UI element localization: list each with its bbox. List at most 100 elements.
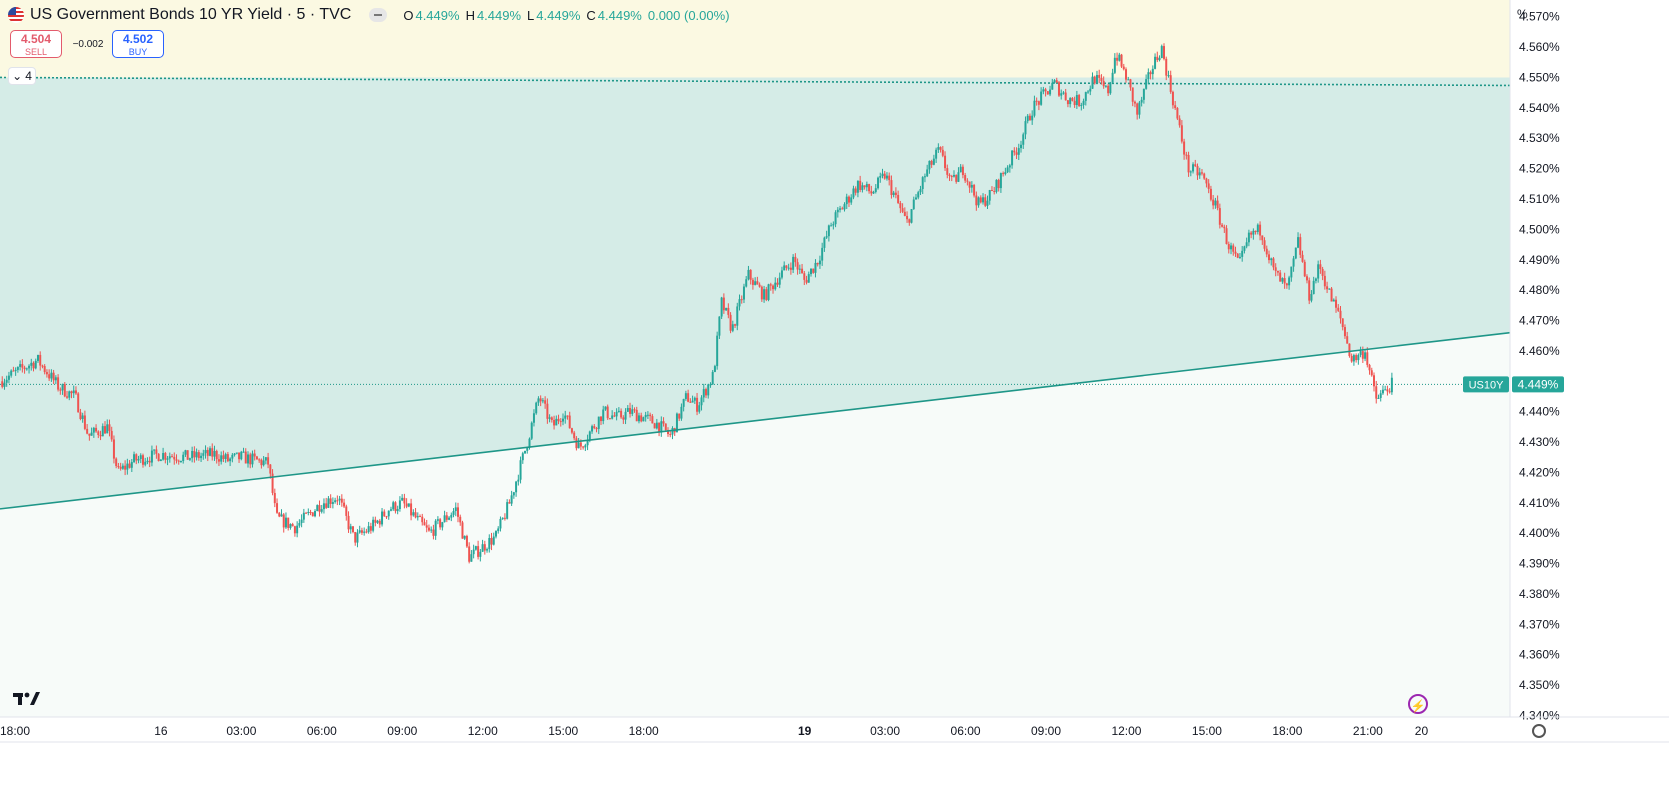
candle-body — [1002, 173, 1005, 175]
tradingview-logo-icon[interactable] — [13, 690, 41, 706]
candle-body — [381, 511, 384, 525]
candle-body — [238, 452, 241, 460]
symbol-title[interactable]: US Government Bonds 10 YR Yield · 5 · TV… — [30, 6, 352, 23]
x-tick-label: 16 — [154, 724, 168, 738]
candle-body — [892, 192, 895, 195]
candle-body — [68, 391, 71, 398]
candle-body — [396, 509, 399, 512]
candle-body — [74, 390, 77, 394]
candle-body — [767, 284, 770, 300]
candle-body — [1031, 115, 1034, 121]
candle-body — [707, 384, 710, 396]
candle-body — [45, 372, 48, 375]
x-tick-label: 19 — [798, 724, 812, 738]
trend-line[interactable] — [0, 331, 1511, 510]
candle-body — [1109, 82, 1112, 94]
candle-body — [282, 514, 285, 528]
candle-body — [1037, 101, 1040, 105]
buy-label: BUY — [128, 47, 148, 57]
candle-body — [805, 279, 808, 283]
y-tick-label: 4.560% — [1519, 40, 1560, 54]
candle-body — [825, 236, 828, 238]
candle-body — [1024, 121, 1027, 135]
ohlc-close-key: C — [586, 7, 596, 23]
candle-body — [1011, 150, 1014, 166]
candle-body — [626, 407, 629, 412]
candle-body — [758, 284, 761, 287]
candle-body — [1375, 386, 1378, 399]
ohlc-values: O 4.449% H 4.449% L 4.449% C 4.449% 0.000 (0… — [403, 8, 733, 23]
lightning-bolt-icon[interactable]: ⚡ — [1408, 694, 1428, 714]
candle-body — [990, 190, 993, 192]
candle-body — [1087, 91, 1090, 93]
sell-button[interactable]: 4.504 SELL — [10, 30, 62, 58]
candle-body — [1049, 89, 1052, 95]
candle-body — [1053, 80, 1056, 83]
collapse-indicators-button[interactable]: ⌄ 4 — [8, 67, 36, 85]
candle-body — [97, 431, 100, 436]
candle-body — [463, 535, 466, 539]
buy-button[interactable]: 4.502 BUY — [112, 30, 164, 58]
candle-body — [1008, 165, 1011, 168]
candle-body — [262, 460, 265, 466]
candle-body — [919, 189, 922, 193]
candle-body — [597, 416, 600, 429]
candle-body — [200, 455, 203, 459]
x-tick-label: 18:00 — [0, 724, 30, 738]
candle-body — [968, 181, 971, 188]
candle-body — [287, 517, 290, 528]
candle-body — [233, 453, 236, 455]
candle-body — [459, 516, 462, 523]
candle-body — [99, 435, 102, 437]
candle-body — [267, 457, 270, 465]
candle-body — [483, 544, 486, 551]
candle-body — [655, 422, 658, 429]
candle-body — [950, 176, 953, 178]
candle-body — [999, 173, 1002, 189]
candle-body — [517, 479, 520, 482]
candle-body — [269, 464, 272, 474]
candle-body — [546, 403, 549, 419]
candle-body — [486, 549, 489, 551]
candle-body — [278, 512, 281, 517]
candle-body — [1252, 230, 1255, 235]
candle-body — [327, 498, 330, 508]
x-tick-label: 18:00 — [1272, 724, 1302, 738]
candle-body — [434, 520, 437, 536]
candle-body — [416, 516, 419, 518]
candle-body — [191, 450, 194, 459]
candle-body — [613, 415, 616, 417]
candle-body — [499, 518, 502, 529]
candle-body — [1221, 224, 1224, 227]
candle-body — [86, 428, 89, 434]
candle-body — [423, 522, 426, 526]
candle-body — [573, 432, 576, 439]
candle-body — [367, 526, 370, 533]
candle-body — [468, 546, 471, 562]
candle-body — [1218, 208, 1221, 225]
candle-body — [246, 454, 249, 464]
candle-body — [1111, 72, 1114, 83]
candle-body — [584, 445, 587, 448]
y-tick-label: 4.350% — [1519, 678, 1560, 692]
candle-body — [1368, 364, 1371, 371]
candle-body — [827, 225, 830, 237]
candle-body — [718, 316, 721, 336]
candle-body — [10, 370, 13, 376]
price-unit-label[interactable]: % — [1517, 7, 1528, 21]
candle-body — [937, 147, 940, 150]
candle-body — [197, 452, 200, 459]
candle-body — [539, 398, 542, 402]
hide-legend-icon[interactable] — [369, 8, 388, 22]
candle-body — [121, 465, 124, 469]
time-axis[interactable]: 18:00 16 03:00 06:00 09:00 12:00 15:00 18:00 19 0… — [0, 716, 1669, 743]
candle-body — [1214, 200, 1217, 206]
candle-body — [970, 184, 973, 188]
candle-body — [1078, 95, 1081, 106]
candle-body — [532, 413, 535, 423]
candle-body — [727, 307, 730, 315]
candle-body — [901, 208, 904, 212]
gear-icon[interactable] — [1532, 724, 1546, 738]
